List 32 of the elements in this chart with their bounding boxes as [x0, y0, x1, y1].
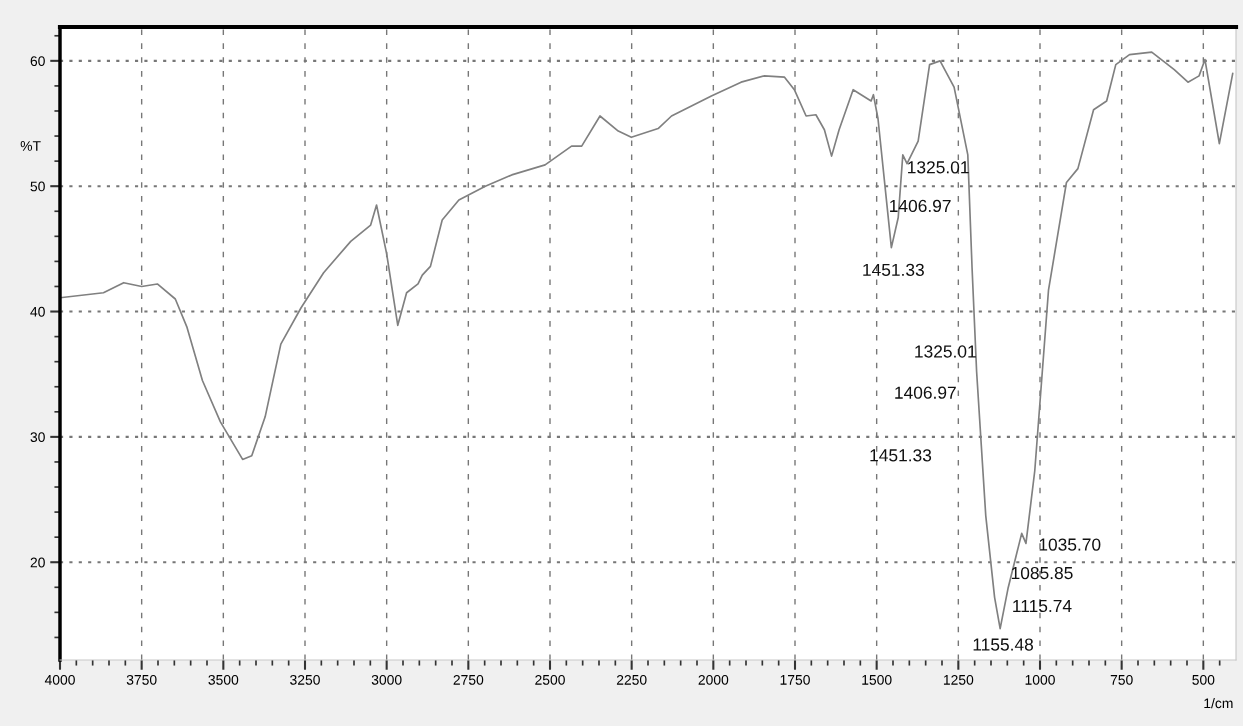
y-tick-label: 50: [30, 181, 45, 192]
x-tick-label: 1750: [780, 674, 810, 685]
x-tick-label: 3000: [371, 674, 402, 685]
y-axis-title: %T: [20, 141, 41, 151]
annotation: 1035.70: [1039, 538, 1101, 551]
x-axis-title: 1/cm: [1204, 697, 1233, 709]
x-tick-label: 750: [1110, 674, 1133, 685]
annotation: 1451.33: [863, 263, 924, 276]
annotation: 1325.01: [915, 345, 976, 358]
x-tick-label: 1250: [943, 674, 974, 685]
x-tick-label: 2750: [453, 674, 484, 685]
x-tick-label: 3500: [208, 674, 239, 685]
annotation: 1325.01: [908, 161, 969, 174]
x-tick-label: 500: [1192, 674, 1215, 685]
x-tick-label: 1500: [862, 674, 892, 685]
x-tick-label: 2000: [698, 674, 729, 685]
y-tick-label: 30: [30, 432, 45, 443]
annotation: 1406.97: [895, 386, 956, 399]
y-tick-label: 20: [30, 557, 45, 568]
x-tick-label: 2250: [616, 674, 647, 685]
annotation: 1155.48: [973, 638, 1034, 651]
x-tick-label: 2500: [535, 674, 565, 685]
annotation: 1451.33: [870, 449, 932, 462]
annotation: 1115.74: [1013, 600, 1072, 613]
x-tick-label: 4000: [44, 674, 75, 685]
x-tick-label: 1000: [1025, 674, 1055, 685]
y-tick-label: 40: [30, 306, 45, 317]
annotation: 1085.85: [1011, 566, 1073, 580]
x-tick-label: 3750: [126, 674, 157, 685]
y-tick-label: 60: [30, 56, 45, 67]
x-tick-label: 3250: [290, 674, 320, 685]
annotation: 1406.97: [890, 199, 951, 213]
